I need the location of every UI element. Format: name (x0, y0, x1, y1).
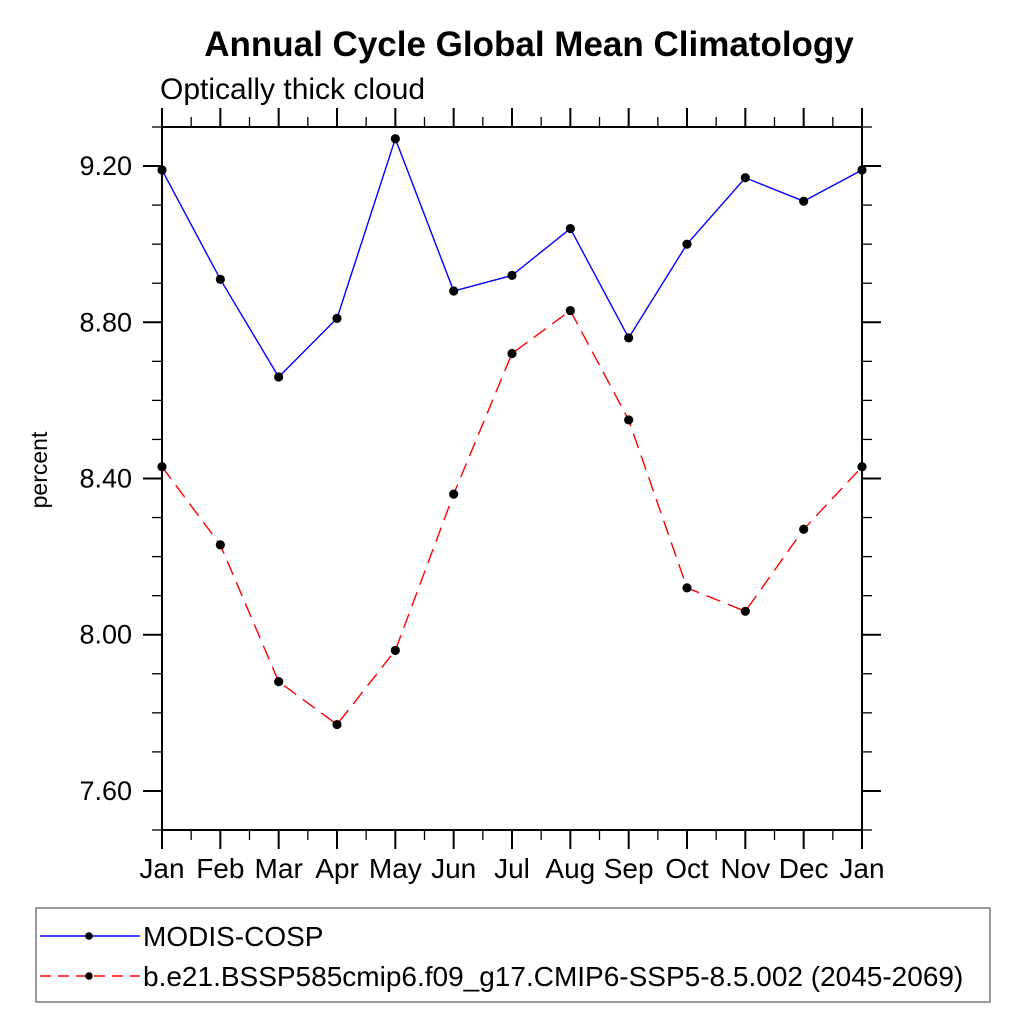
data-point (390, 645, 400, 655)
data-point (740, 606, 750, 616)
legend-label-1: b.e21.BSSP585cmip6.f09_g17.CMIP6-SSP5-8.… (143, 961, 963, 992)
x-tick-label: Aug (545, 853, 595, 884)
data-point (682, 583, 692, 593)
data-point (332, 719, 342, 730)
y-axis-label: percent (26, 431, 52, 508)
data-point (157, 165, 167, 175)
plot-frame (161, 126, 863, 831)
legend-box (35, 907, 991, 1003)
data-point (449, 489, 459, 499)
legend-marker-1 (85, 972, 93, 980)
x-tick-label: Nov (720, 853, 770, 884)
x-tick-label: Jan (839, 853, 884, 884)
y-tick-label: 8.80 (79, 307, 132, 337)
x-tick-label: Feb (196, 853, 244, 884)
y-tick-label: 7.60 (79, 776, 132, 806)
data-point (157, 462, 167, 472)
y-tick-label: 9.20 (79, 151, 132, 181)
legend: MODIS-COSP b.e21.BSSP585cmip6.f09_g17.CMI… (35, 907, 991, 1003)
data-point (624, 333, 634, 343)
x-tick-label: Jul (494, 853, 530, 884)
x-tick-label: Dec (779, 853, 829, 884)
chart-subtitle: Optically thick cloud (160, 73, 425, 106)
series-line-0 (161, 136, 863, 379)
y-tick-label: 8.40 (79, 464, 132, 494)
x-tick-label: Jan (139, 853, 184, 884)
data-point (274, 372, 284, 382)
x-tick-label: May (369, 853, 422, 884)
data-point (507, 348, 517, 359)
x-tick-label: Mar (255, 853, 303, 884)
data-point (332, 313, 342, 323)
x-tick-label: Jun (431, 853, 476, 884)
data-point (274, 676, 284, 687)
data-point (740, 173, 750, 183)
data-point (565, 223, 575, 234)
data-point (449, 286, 459, 296)
data-point (215, 274, 225, 284)
data-point (799, 524, 809, 534)
plot-axes (143, 108, 881, 849)
data-series (157, 134, 867, 730)
data-point (565, 305, 575, 316)
legend-label-0: MODIS-COSP (143, 921, 323, 952)
x-tick-label: Sep (604, 853, 654, 884)
data-point (857, 165, 867, 175)
legend-marker-0 (85, 932, 93, 940)
data-point (624, 415, 634, 425)
data-point (215, 540, 225, 550)
x-tick-labels: Jan Feb Mar Apr May Jun Jul Aug Sep Oct Nov Dec Jan (139, 853, 884, 884)
series-line-1 (161, 309, 863, 726)
chart-title: Annual Cycle Global Mean Climatology (204, 25, 854, 64)
data-point (507, 270, 517, 281)
data-point (390, 134, 400, 144)
data-point (799, 196, 809, 206)
x-tick-label: Apr (315, 853, 359, 884)
x-tick-label: Oct (665, 853, 709, 884)
data-point (682, 239, 692, 249)
y-tick-label: 8.00 (79, 620, 132, 650)
y-tick-labels: 7.60 8.00 8.40 8.80 9.20 (79, 151, 132, 806)
data-point (857, 462, 867, 472)
